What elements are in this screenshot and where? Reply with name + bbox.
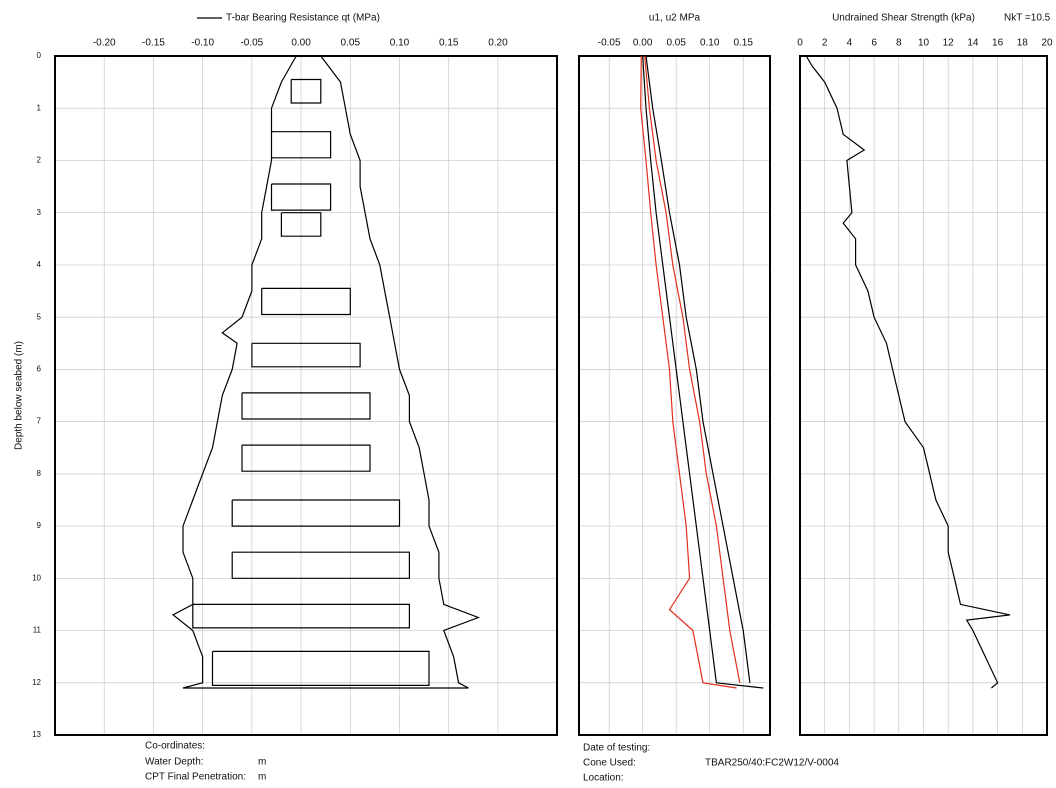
- x-tick-label: -0.05: [598, 38, 621, 49]
- data-line: [640, 55, 737, 689]
- x-tick-label: 0.15: [733, 38, 753, 49]
- y-tick-label: 8: [37, 469, 42, 478]
- footer-label: Water Depth:: [145, 757, 204, 768]
- chart-title: Undrained Shear Strength (kPa): [832, 13, 975, 24]
- data-line: [172, 55, 480, 689]
- x-tick-label: 0.00: [633, 38, 653, 49]
- data-line: [805, 55, 1011, 689]
- y-tick-label: 2: [37, 156, 42, 165]
- x-tick-label: 16: [992, 38, 1004, 49]
- chart-title: u1, u2 MPa: [649, 13, 701, 24]
- x-tick-label: 4: [847, 38, 853, 49]
- footer-unit: m: [258, 772, 266, 783]
- x-tick-label: 0.10: [390, 38, 410, 49]
- y-tick-label: 7: [37, 417, 42, 426]
- y-tick-label: 3: [37, 208, 42, 217]
- x-tick-label: 6: [871, 38, 877, 49]
- data-line: [642, 55, 764, 689]
- data-line: [644, 55, 741, 683]
- y-tick-label: 4: [37, 260, 42, 269]
- data-line: [645, 55, 751, 683]
- plot-frame: [54, 55, 558, 736]
- x-tick-label: 0.10: [700, 38, 720, 49]
- y-tick-label: 5: [37, 312, 42, 321]
- x-tick-label: 10: [918, 38, 930, 49]
- footer-label: Date of testing:: [583, 743, 650, 754]
- plot-frame: [578, 55, 771, 736]
- x-tick-label: 0.05: [341, 38, 361, 49]
- x-tick-label: 0.00: [291, 38, 311, 49]
- legend-label: T-bar Bearing Resistance qt (MPa): [226, 13, 380, 24]
- y-tick-label: 10: [32, 573, 41, 582]
- y-tick-label: 13: [32, 730, 41, 739]
- footer-unit: m: [258, 757, 266, 768]
- x-tick-label: 20: [1041, 38, 1053, 49]
- y-tick-label: 12: [32, 678, 41, 687]
- y-tick-label: 9: [37, 521, 42, 530]
- x-tick-label: 2: [822, 38, 828, 49]
- footer-label: Co-ordinates:: [145, 741, 205, 752]
- y-tick-label: 6: [37, 364, 42, 373]
- y-tick-label: 0: [37, 51, 42, 60]
- footer-label: CPT Final Penetration:: [145, 772, 246, 783]
- x-tick-label: -0.05: [240, 38, 263, 49]
- y-axis-label: Depth below seabed (m): [14, 341, 25, 450]
- x-tick-label: 0.20: [488, 38, 508, 49]
- x-tick-label: -0.10: [191, 38, 214, 49]
- footer-value: TBAR250/40:FC2W12/V-0004: [705, 758, 839, 769]
- x-tick-label: 14: [967, 38, 979, 49]
- footer-label: Cone Used:: [583, 758, 636, 769]
- x-tick-label: 0: [797, 38, 803, 49]
- footer-label: Location:: [583, 773, 624, 783]
- y-tick-label: 11: [33, 626, 42, 635]
- x-tick-label: -0.20: [93, 38, 116, 49]
- x-tick-label: 0.05: [666, 38, 686, 49]
- x-tick-label: 12: [943, 38, 955, 49]
- x-tick-label: 18: [1017, 38, 1029, 49]
- annotation: NkT =10.5: [1004, 13, 1051, 24]
- plot-frame: [799, 55, 1048, 736]
- x-tick-label: 0.15: [439, 38, 459, 49]
- x-tick-label: 8: [896, 38, 902, 49]
- x-tick-label: -0.15: [142, 38, 165, 49]
- y-tick-label: 1: [37, 103, 42, 112]
